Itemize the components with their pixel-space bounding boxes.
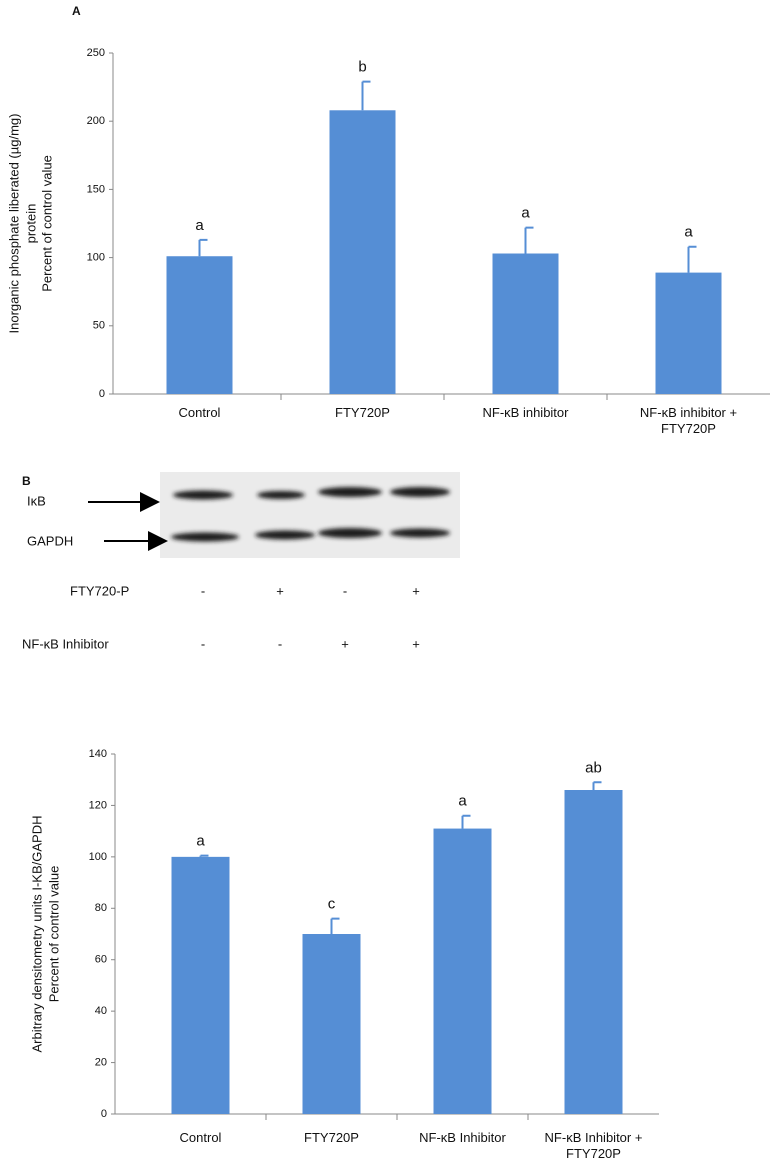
bar bbox=[329, 110, 396, 395]
y-axis-label: Percent of control value bbox=[39, 155, 54, 292]
x-tick-label: NF-κB Inhibitor + FTY720P bbox=[544, 1130, 643, 1161]
y-axis-label: protein bbox=[23, 204, 38, 244]
x-tick-label: Control bbox=[179, 1130, 222, 1145]
panel-label: A bbox=[72, 4, 81, 18]
blot-background bbox=[160, 472, 460, 558]
y-tick-label: 200 bbox=[87, 115, 105, 127]
y-axis-label: Inorganic phosphate liberated (µg/mg) bbox=[6, 114, 21, 334]
y-tick-label: 150 bbox=[87, 183, 105, 195]
bar bbox=[166, 256, 233, 394]
y-tick-label: 50 bbox=[93, 320, 105, 332]
bar bbox=[492, 253, 559, 394]
bar bbox=[433, 828, 492, 1114]
row-sign: - bbox=[201, 583, 205, 598]
y-tick-label: 0 bbox=[99, 388, 105, 400]
error-bar bbox=[687, 245, 697, 273]
bar bbox=[564, 790, 623, 1114]
y-tick-label: 0 bbox=[101, 1108, 107, 1120]
row-sign: - bbox=[278, 636, 282, 651]
y-tick-label: 40 bbox=[95, 1005, 107, 1017]
blot-bands bbox=[171, 487, 450, 542]
y-axis-label: Arbitrary densitometry units I-KB/GAPDH bbox=[29, 816, 44, 1053]
bar bbox=[302, 934, 361, 1114]
error-bar bbox=[461, 814, 471, 829]
row-label: NF-κB Inhibitor bbox=[22, 636, 109, 651]
error-bar bbox=[592, 781, 602, 790]
annotation: c bbox=[328, 896, 336, 913]
error-bar bbox=[330, 917, 340, 934]
band-label: IκB bbox=[27, 493, 46, 508]
annotation: a bbox=[458, 793, 467, 810]
row-sign: + bbox=[276, 583, 284, 598]
annotation: a bbox=[196, 833, 205, 850]
error-bar bbox=[361, 80, 371, 111]
row-sign: + bbox=[412, 636, 420, 651]
x-tick-label: Control bbox=[178, 405, 221, 420]
error-bar bbox=[199, 854, 209, 857]
row-sign: + bbox=[412, 583, 420, 598]
row-label: FTY720-P bbox=[70, 583, 129, 598]
band-label: GAPDH bbox=[27, 533, 73, 548]
annotation: a bbox=[195, 217, 204, 234]
y-tick-label: 250 bbox=[87, 47, 105, 59]
row-sign: + bbox=[341, 636, 349, 651]
annotation: a bbox=[684, 224, 693, 241]
x-tick-label: FTY720P bbox=[335, 405, 390, 420]
y-tick-label: 100 bbox=[87, 252, 105, 264]
annotation: ab bbox=[585, 759, 602, 776]
bar bbox=[171, 856, 230, 1114]
annotation: a bbox=[521, 205, 530, 222]
x-tick-label: NF-κB inhibitor + FTY720P bbox=[639, 405, 738, 436]
y-tick-label: 120 bbox=[89, 799, 107, 811]
panel-label: B bbox=[22, 474, 31, 488]
annotation: b bbox=[358, 59, 366, 76]
row-sign: - bbox=[343, 583, 347, 598]
y-tick-label: 100 bbox=[89, 851, 107, 863]
x-tick-label: NF-κB inhibitor bbox=[482, 405, 569, 420]
error-bar bbox=[198, 238, 208, 257]
y-axis-label: Percent of control value bbox=[46, 866, 61, 1003]
y-tick-label: 60 bbox=[95, 954, 107, 966]
row-sign: - bbox=[201, 636, 205, 651]
error-bar bbox=[524, 226, 534, 254]
x-tick-label: NF-κB Inhibitor bbox=[419, 1130, 506, 1145]
y-tick-label: 20 bbox=[95, 1056, 107, 1068]
y-tick-label: 140 bbox=[89, 748, 107, 760]
bar bbox=[655, 272, 722, 394]
x-tick-label: FTY720P bbox=[304, 1130, 359, 1145]
y-tick-label: 80 bbox=[95, 902, 107, 914]
